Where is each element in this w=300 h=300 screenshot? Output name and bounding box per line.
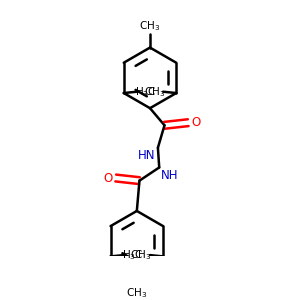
Text: O: O: [103, 172, 112, 184]
Text: CH$_3$: CH$_3$: [130, 248, 152, 262]
Text: O: O: [191, 116, 201, 129]
Text: H$_3$C: H$_3$C: [122, 248, 143, 262]
Text: HN: HN: [138, 149, 155, 162]
Text: H$_3$C: H$_3$C: [135, 85, 157, 99]
Text: CH$_3$: CH$_3$: [143, 85, 165, 99]
Text: NH: NH: [161, 169, 179, 182]
Text: CH$_3$: CH$_3$: [140, 19, 160, 33]
Text: CH$_3$: CH$_3$: [126, 286, 147, 300]
